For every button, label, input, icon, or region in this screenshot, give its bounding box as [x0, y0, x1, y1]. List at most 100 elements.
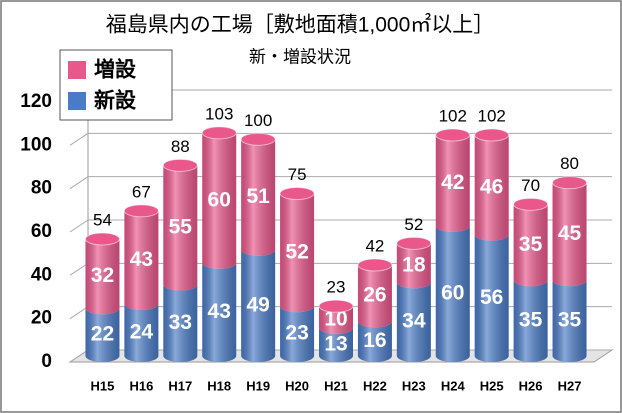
x-tick-label: H25	[480, 378, 504, 393]
bar-shine	[241, 249, 276, 362]
bar-shine	[85, 308, 120, 362]
x-tick-label: H18	[207, 378, 231, 393]
bar-cap	[240, 132, 276, 146]
bar-shine	[435, 135, 470, 232]
y-tick-label: 100	[20, 134, 52, 155]
data-label: 43	[130, 248, 153, 271]
bar-shine	[319, 327, 353, 362]
x-tick-label: H23	[402, 378, 426, 393]
data-label: 42	[441, 171, 464, 194]
bar-shine	[513, 280, 548, 362]
bar-shine	[552, 280, 587, 362]
total-label: 80	[560, 154, 579, 173]
bar-shine	[124, 210, 159, 310]
data-label: 60	[208, 188, 231, 211]
legend-swatch	[68, 61, 86, 79]
total-label: 70	[521, 176, 540, 195]
x-tick-label: H26	[519, 378, 543, 393]
total-label: 102	[478, 106, 506, 125]
y-tick-label: 80	[31, 178, 52, 199]
total-label: 54	[93, 210, 112, 229]
bar-shine	[396, 282, 431, 362]
data-label: 49	[246, 293, 269, 316]
data-label: 35	[519, 233, 543, 256]
bar-shine	[280, 306, 315, 362]
bar-cap	[162, 158, 198, 172]
y-tick-label: 60	[31, 221, 52, 242]
bar-cap	[123, 204, 159, 218]
total-label: 42	[365, 236, 384, 255]
x-tick-label: H20	[285, 378, 309, 393]
data-label: 24	[130, 321, 154, 344]
data-label: 43	[208, 300, 231, 323]
bar-cap	[357, 258, 393, 272]
bar-shine	[163, 284, 198, 362]
bar-shine	[474, 135, 509, 241]
y-tick-label: 120	[20, 91, 52, 112]
data-label: 51	[246, 185, 270, 208]
bar-cap	[84, 232, 120, 246]
bar-shine	[357, 321, 392, 362]
bar-cap	[396, 236, 432, 250]
data-label: 10	[324, 308, 347, 331]
x-tick-label: H27	[558, 378, 582, 393]
data-label: 55	[169, 215, 193, 238]
bar-shine	[319, 306, 353, 334]
bar-shine	[513, 204, 548, 287]
data-label: 22	[91, 323, 114, 346]
x-tick-label: H15	[91, 378, 115, 393]
x-tick-label: H22	[363, 378, 387, 393]
y-tick-label: 0	[41, 351, 52, 372]
total-label: 67	[132, 182, 151, 201]
bar-shine	[202, 132, 237, 269]
bar-cap	[318, 299, 354, 313]
data-label: 52	[285, 240, 308, 263]
x-tick-label: H16	[129, 378, 153, 393]
bar-cap	[201, 126, 237, 140]
bar-cap	[552, 176, 588, 190]
data-label: 18	[402, 253, 426, 276]
data-label: 33	[169, 311, 192, 334]
data-label: 56	[480, 286, 503, 309]
data-label: 35	[558, 309, 582, 332]
bar-shine	[435, 226, 470, 362]
data-label: 23	[285, 322, 308, 345]
data-label: 60	[441, 282, 464, 305]
x-tick-label: H24	[441, 378, 466, 393]
y-tick-label: 40	[31, 264, 52, 285]
data-label: 16	[363, 329, 386, 352]
bar-shine	[163, 165, 198, 291]
data-label: 32	[91, 264, 114, 287]
chart-title: 福島県内の工場［敷地面積1,000㎡以上］	[106, 13, 495, 37]
total-label: 102	[439, 106, 467, 125]
data-label: 45	[558, 222, 582, 245]
legend-swatch	[68, 92, 86, 110]
bar-shine	[552, 182, 587, 287]
bar-shine	[280, 193, 315, 313]
data-label: 26	[363, 284, 386, 307]
bar-cap	[513, 197, 549, 211]
bar-cap	[435, 128, 471, 142]
bar-shine	[357, 265, 392, 328]
plot-area: 0 20 40 60 80 100 120 H15 22 32 54 H16 24 43 67 H17 33 55…	[20, 89, 614, 393]
data-label: 13	[324, 332, 347, 355]
total-label: 103	[205, 104, 233, 123]
x-tick-label: H17	[168, 378, 192, 393]
total-label: 100	[244, 111, 272, 130]
bar-shine	[241, 139, 276, 256]
bar-shine	[124, 304, 159, 362]
bar-shine	[396, 243, 431, 289]
data-label: 34	[402, 310, 426, 333]
chart-subtitle: 新・増設状況	[249, 47, 351, 66]
bar-cap	[474, 128, 510, 142]
bar-shine	[474, 234, 509, 362]
legend-label: 新設	[94, 89, 137, 113]
legend-label: 増設	[94, 58, 137, 82]
x-tick-label: H19	[246, 378, 270, 393]
total-label: 88	[171, 137, 190, 156]
total-label: 52	[404, 215, 423, 234]
bar-shine	[85, 239, 120, 315]
total-label: 23	[327, 278, 346, 297]
